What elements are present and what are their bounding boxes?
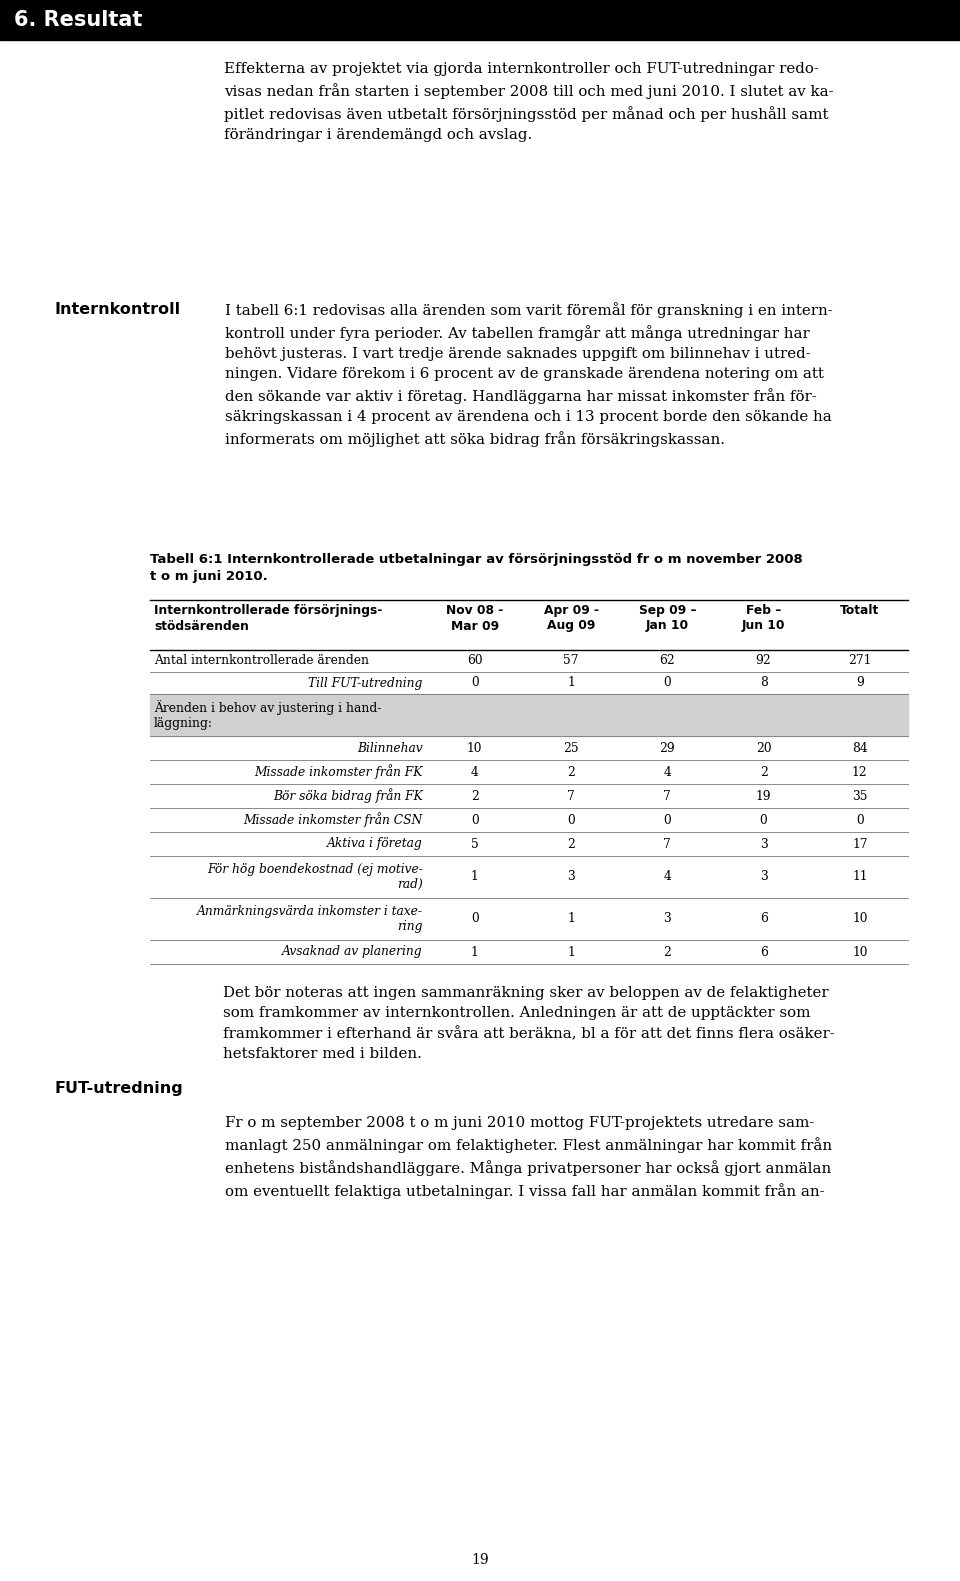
- Text: 84: 84: [852, 741, 868, 754]
- Text: 35: 35: [852, 789, 868, 803]
- Text: I tabell 6:1 redovisas alla ärenden som varit föremål för granskning i en intern: I tabell 6:1 redovisas alla ärenden som …: [226, 302, 833, 447]
- Text: Internkontrollerade försörjnings-
stödsärenden: Internkontrollerade försörjnings- stödsä…: [154, 604, 382, 632]
- Text: 0: 0: [471, 814, 479, 827]
- Text: 3: 3: [567, 871, 575, 884]
- Text: Sep 09 –
Jan 10: Sep 09 – Jan 10: [638, 604, 696, 632]
- Text: 57: 57: [564, 655, 579, 667]
- Text: 0: 0: [471, 912, 479, 925]
- Text: 3: 3: [663, 912, 671, 925]
- Text: 19: 19: [756, 789, 772, 803]
- Text: 5: 5: [471, 838, 479, 851]
- Text: 11: 11: [852, 871, 868, 884]
- Text: 25: 25: [564, 741, 579, 754]
- Text: 29: 29: [660, 741, 675, 754]
- Text: 0: 0: [759, 814, 767, 827]
- Text: Bör söka bidrag från FK: Bör söka bidrag från FK: [273, 789, 422, 803]
- Text: 2: 2: [567, 765, 575, 778]
- Text: 17: 17: [852, 838, 868, 851]
- Text: 6: 6: [759, 912, 768, 925]
- Text: 1: 1: [471, 871, 479, 884]
- Text: 0: 0: [856, 814, 864, 827]
- Text: Aktiva i företag: Aktiva i företag: [327, 838, 422, 851]
- Text: 9: 9: [856, 677, 864, 689]
- Text: 1: 1: [471, 945, 479, 958]
- Text: Tabell 6:1 Internkontrollerade utbetalningar av försörjningsstöd fr o m november: Tabell 6:1 Internkontrollerade utbetalni…: [150, 553, 803, 566]
- Text: 62: 62: [660, 655, 675, 667]
- Text: 60: 60: [467, 655, 483, 667]
- Text: 0: 0: [663, 814, 671, 827]
- Text: 271: 271: [849, 655, 872, 667]
- Text: 4: 4: [663, 765, 671, 778]
- Text: 10: 10: [852, 945, 868, 958]
- Text: FUT-utredning: FUT-utredning: [55, 1081, 183, 1096]
- Bar: [150, 694, 908, 737]
- Text: 7: 7: [567, 789, 575, 803]
- Text: 19: 19: [471, 1553, 489, 1567]
- Text: 3: 3: [759, 838, 767, 851]
- Text: 10: 10: [852, 912, 868, 925]
- Text: Missade inkomster från FK: Missade inkomster från FK: [254, 765, 422, 779]
- Text: Antal internkontrollerade ärenden: Antal internkontrollerade ärenden: [154, 655, 369, 667]
- Text: 7: 7: [663, 789, 671, 803]
- Text: 2: 2: [567, 838, 575, 851]
- Text: Avsaknad av planering: Avsaknad av planering: [282, 945, 422, 958]
- Text: 1: 1: [567, 945, 575, 958]
- Text: 6. Resultat: 6. Resultat: [14, 9, 142, 30]
- Text: Apr 09 -
Aug 09: Apr 09 - Aug 09: [543, 604, 599, 632]
- Text: 7: 7: [663, 838, 671, 851]
- Text: För hög boendekostnad (ej motive-
rad): För hög boendekostnad (ej motive- rad): [206, 863, 422, 892]
- Text: Fr o m september 2008 t o m juni 2010 mottog FUT-projektets utredare sam-
manlag: Fr o m september 2008 t o m juni 2010 mo…: [226, 1116, 832, 1198]
- Text: 8: 8: [759, 677, 768, 689]
- Text: t o m juni 2010.: t o m juni 2010.: [150, 571, 268, 583]
- Text: 6: 6: [759, 945, 768, 958]
- Text: Bilinnehav: Bilinnehav: [357, 741, 422, 754]
- Text: Missade inkomster från CSN: Missade inkomster från CSN: [244, 813, 422, 827]
- Text: Anmärkningsvärda inkomster i taxe-
ring: Anmärkningsvärda inkomster i taxe- ring: [197, 904, 422, 933]
- Text: 12: 12: [852, 765, 868, 778]
- Text: Ärenden i behov av justering i hand-
läggning:: Ärenden i behov av justering i hand- läg…: [154, 700, 381, 730]
- Text: 1: 1: [567, 677, 575, 689]
- Text: 4: 4: [663, 871, 671, 884]
- Text: 2: 2: [470, 789, 479, 803]
- Text: 2: 2: [663, 945, 671, 958]
- Text: Feb –
Jun 10: Feb – Jun 10: [742, 604, 785, 632]
- Text: Internkontroll: Internkontroll: [55, 302, 181, 318]
- Text: 1: 1: [567, 912, 575, 925]
- Text: Totalt: Totalt: [840, 604, 879, 617]
- Text: 4: 4: [470, 765, 479, 778]
- Text: Effekterna av projektet via gjorda internkontroller och FUT-utredningar redo-
vi: Effekterna av projektet via gjorda inter…: [225, 62, 834, 142]
- Text: Nov 08 -
Mar 09: Nov 08 - Mar 09: [446, 604, 503, 632]
- Text: Det bör noteras att ingen sammanräkning sker av beloppen av de felaktigheter
som: Det bör noteras att ingen sammanräkning …: [223, 987, 835, 1061]
- Text: 3: 3: [759, 871, 767, 884]
- Text: 92: 92: [756, 655, 772, 667]
- Text: 0: 0: [471, 677, 479, 689]
- Text: 2: 2: [759, 765, 768, 778]
- Text: 0: 0: [567, 814, 575, 827]
- Text: 10: 10: [468, 741, 483, 754]
- Text: 20: 20: [756, 741, 772, 754]
- Text: 0: 0: [663, 677, 671, 689]
- Bar: [0, 0, 960, 40]
- Text: Till FUT-utredning: Till FUT-utredning: [308, 677, 422, 689]
